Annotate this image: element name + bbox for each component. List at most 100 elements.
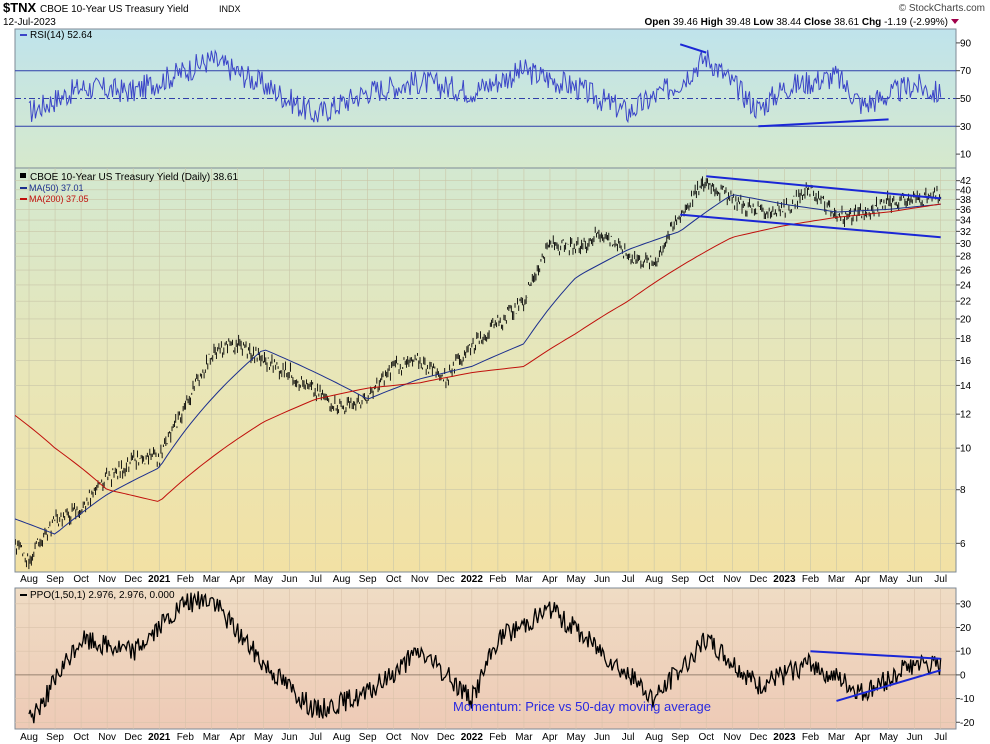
ohlc-value: 39.48 bbox=[726, 17, 751, 28]
price-xtick-label: Mar bbox=[828, 574, 846, 585]
price-xtick-label: Feb bbox=[489, 574, 507, 585]
price-xtick-label: Dec bbox=[124, 574, 142, 585]
price-xtick-label: Oct bbox=[73, 574, 89, 585]
price-xtick-label: May bbox=[254, 574, 273, 585]
price-ytick-label: 38 bbox=[960, 195, 972, 206]
price-ytick-label: 28 bbox=[960, 252, 972, 263]
price-ytick-label: 32 bbox=[960, 227, 972, 238]
symbol: $TNX bbox=[3, 0, 37, 15]
ppo-xtick-label: Apr bbox=[230, 732, 246, 743]
rsi-trendline-upper bbox=[679, 43, 707, 54]
price-panel bbox=[14, 167, 957, 573]
rsi-ytick-label: 50 bbox=[960, 94, 972, 105]
ppo-xtick-label: Aug bbox=[20, 732, 38, 743]
price-xtick-label: Jun bbox=[594, 574, 610, 585]
ma50-line bbox=[15, 194, 941, 535]
price-ytick-label: 20 bbox=[960, 314, 972, 325]
ppo-panel bbox=[14, 587, 957, 730]
ppo-xtick-label: Jun bbox=[281, 732, 297, 743]
ohlc-value: 38.61 bbox=[834, 17, 859, 28]
watermark: © StockCharts.com bbox=[899, 3, 985, 14]
price-trendline-lower bbox=[680, 213, 941, 239]
price-ytick-label: 34 bbox=[960, 216, 972, 227]
price-xtick-label: Dec bbox=[749, 574, 767, 585]
price-ytick-label: 6 bbox=[960, 539, 966, 550]
ppo-xtick-label: Mar bbox=[515, 732, 533, 743]
price-xtick-label: Apr bbox=[542, 574, 558, 585]
price-legend-text: CBOE 10-Year US Treasury Yield (Daily) 3… bbox=[30, 172, 238, 183]
price-xtick-label: Oct bbox=[386, 574, 402, 585]
ppo-xtick-label: Mar bbox=[828, 732, 846, 743]
ppo-xtick-label: Aug bbox=[645, 732, 663, 743]
price-ytick-label: 12 bbox=[960, 410, 972, 421]
ppo-trendline-upper bbox=[810, 650, 941, 660]
price-xtick-label: Feb bbox=[802, 574, 820, 585]
ppo-xtick-label: Dec bbox=[124, 732, 142, 743]
ppo-xtick-label: Apr bbox=[855, 732, 871, 743]
price-xtick-label: May bbox=[567, 574, 586, 585]
ppo-xtick-label: May bbox=[567, 732, 586, 743]
price-xtick-label: Aug bbox=[20, 574, 38, 585]
rsi-ytick-label: 70 bbox=[960, 66, 972, 77]
ppo-ytick-label: -10 bbox=[960, 694, 975, 705]
ppo-ytick-label: 0 bbox=[960, 670, 966, 681]
ohlc-value: 39.46 bbox=[673, 17, 698, 28]
ppo-xtick-label: 2021 bbox=[148, 732, 171, 743]
price-ytick-label: 16 bbox=[960, 356, 972, 367]
price-xtick-label: 2023 bbox=[773, 574, 796, 585]
price-xtick-label: Jun bbox=[281, 574, 297, 585]
ppo-line bbox=[28, 591, 942, 724]
price-xtick-label: Mar bbox=[515, 574, 533, 585]
price-xtick-label: Aug bbox=[333, 574, 351, 585]
ppo-xtick-label: Jul bbox=[934, 732, 947, 743]
series-layer bbox=[15, 49, 942, 724]
ohlc-label: Chg bbox=[859, 17, 884, 28]
ohlc-label: Open bbox=[644, 17, 672, 28]
ppo-xtick-label: 2022 bbox=[461, 732, 484, 743]
ppo-xtick-label: Feb bbox=[802, 732, 820, 743]
price-xtick-label: Jun bbox=[907, 574, 923, 585]
ppo-ytick-label: 10 bbox=[960, 647, 972, 658]
ppo-xtick-label: Jun bbox=[594, 732, 610, 743]
price-ytick-label: 36 bbox=[960, 205, 972, 216]
price-ytick-label: 26 bbox=[960, 266, 972, 277]
exchange: INDX bbox=[219, 4, 241, 14]
axes: 9070503010681012141618202224262830323436… bbox=[20, 38, 975, 743]
rsi-legend-text: RSI(14) 52.64 bbox=[30, 30, 93, 41]
price-xtick-label: Nov bbox=[411, 574, 429, 585]
ohlc-value: -1.19 (-2.99%) bbox=[884, 17, 948, 28]
rsi-legend: RSI(14) 52.64 bbox=[20, 30, 93, 41]
rsi-trendline-lower bbox=[758, 118, 889, 128]
ohlc-value: 38.44 bbox=[776, 17, 801, 28]
ppo-ytick-label: -20 bbox=[960, 718, 975, 729]
price-ytick-label: 18 bbox=[960, 334, 972, 345]
ppo-xtick-label: Mar bbox=[203, 732, 221, 743]
price-ytick-label: 14 bbox=[960, 381, 972, 392]
price-xtick-label: Feb bbox=[177, 574, 195, 585]
price-xtick-label: May bbox=[879, 574, 898, 585]
ppo-xtick-label: Oct bbox=[698, 732, 714, 743]
ppo-xtick-label: May bbox=[254, 732, 273, 743]
ppo-legend-text: PPO(1,50,1) 2.976, 2.976, 0.000 bbox=[30, 590, 175, 601]
price-legend-swatch bbox=[20, 173, 26, 178]
ohlc-label: High bbox=[698, 17, 726, 28]
price-xtick-label: Sep bbox=[46, 574, 64, 585]
price-ytick-label: 8 bbox=[960, 485, 966, 496]
momentum-annotation: Momentum: Price vs 50-day moving average bbox=[453, 699, 711, 714]
ma200-legend-text: MA(200) 37.05 bbox=[29, 194, 89, 204]
price-xtick-label: Oct bbox=[698, 574, 714, 585]
price-ytick-label: 30 bbox=[960, 239, 972, 250]
price-ytick-label: 22 bbox=[960, 297, 972, 308]
ppo-xtick-label: Feb bbox=[489, 732, 507, 743]
price-xtick-label: Nov bbox=[723, 574, 741, 585]
price-trendline-upper bbox=[706, 175, 941, 200]
ppo-xtick-label: Jun bbox=[907, 732, 923, 743]
rsi-ytick-label: 90 bbox=[960, 38, 972, 49]
ohlc-label: Close bbox=[801, 17, 834, 28]
price-xtick-label: Jul bbox=[622, 574, 635, 585]
ohlc-readout: Open 39.46 High 39.48 Low 38.44 Close 38… bbox=[644, 17, 948, 28]
price-ytick-label: 40 bbox=[960, 185, 972, 196]
price-xtick-label: Mar bbox=[203, 574, 221, 585]
ppo-xtick-label: Nov bbox=[98, 732, 116, 743]
